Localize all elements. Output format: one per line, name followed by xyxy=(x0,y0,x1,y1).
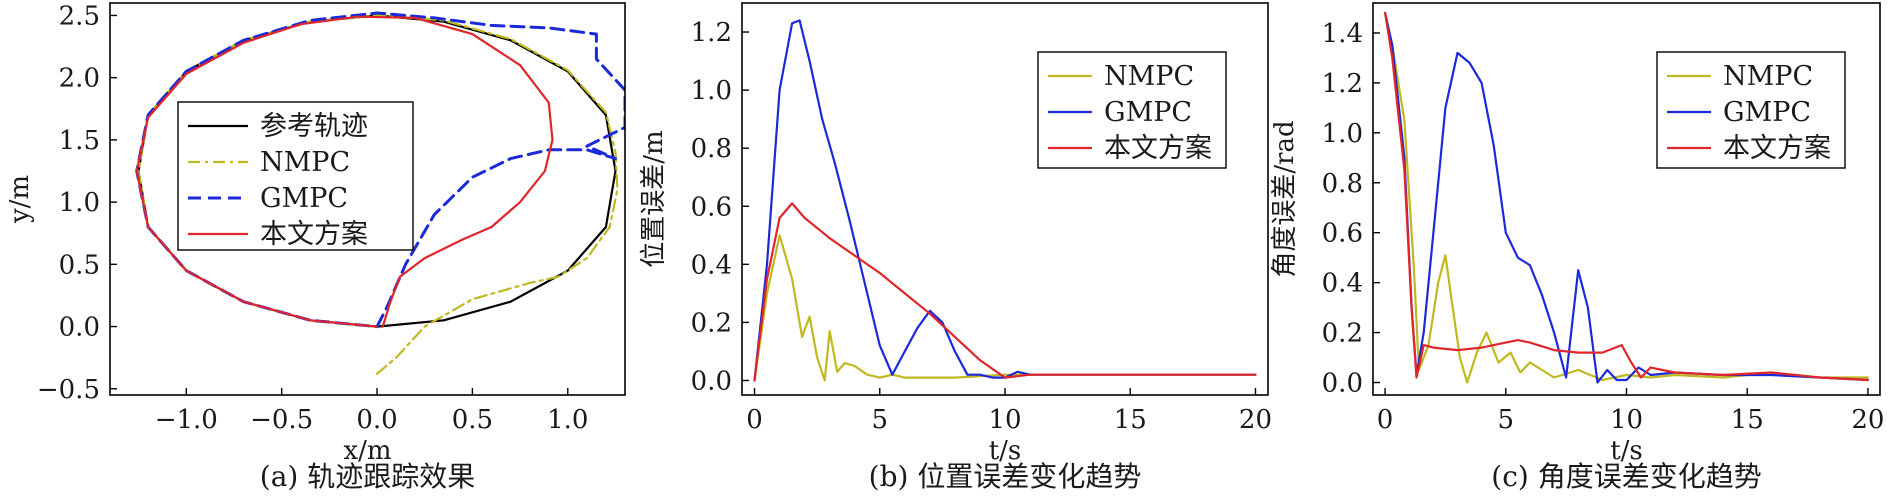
x-tick-label: 20 xyxy=(1239,405,1272,435)
legend-label-2: GMPC xyxy=(1104,97,1192,128)
panel-caption: (b) 位置误差变化趋势 xyxy=(869,460,1142,493)
y-tick-label: 1.5 xyxy=(59,126,100,156)
y-tick-label: −0.5 xyxy=(37,375,100,405)
y-axis-label: 角度误差/rad xyxy=(1270,120,1300,277)
x-tick-label: 0 xyxy=(746,405,763,435)
y-tick-label: 0.0 xyxy=(691,366,732,396)
legend-label-1: NMPC xyxy=(1723,61,1813,92)
y-tick-label: 2.0 xyxy=(59,64,100,94)
x-tick-label: 10 xyxy=(1610,405,1643,435)
panel-caption: (a) 轨迹跟踪效果 xyxy=(260,460,475,493)
y-tick-label: 0.0 xyxy=(1322,369,1363,399)
y-tick-label: 0.8 xyxy=(691,134,732,164)
y-tick-label: 0.2 xyxy=(1322,319,1363,349)
plot-area xyxy=(135,11,625,375)
chart-panel-1: −1.0 −0.5 0.0 0.5 1.0 −0.5 0.0 0.5 1.0 1.5 2.0 2.5 x… xyxy=(5,1,626,493)
series-line-2 xyxy=(1384,11,1869,384)
y-tick-label: 1.0 xyxy=(1322,119,1363,149)
chart-panel-2: 0 5 10 15 20 0.0 0.2 0.4 0.6 0.8 1.0 1.2 t/s 位置误差/m (b… xyxy=(639,2,1272,493)
legend: NMPC GMPC 本文方案 xyxy=(1656,51,1846,169)
x-tick-label: 0 xyxy=(1377,405,1394,435)
x-tick-label: 0.5 xyxy=(452,405,493,435)
legend-label-3: 本文方案 xyxy=(1723,133,1831,164)
x-tick-label: 20 xyxy=(1851,405,1884,435)
y-tick-label: 0.4 xyxy=(1322,269,1363,299)
legend-label-2: NMPC xyxy=(260,147,350,178)
y-tick-label: 0.8 xyxy=(1322,169,1363,199)
legend-label-1: 参考轨迹 xyxy=(260,111,368,142)
x-axis-label: t/s xyxy=(1610,436,1643,466)
y-axis-label: y/m xyxy=(5,175,35,224)
plot-area xyxy=(753,19,1257,382)
legend: NMPC GMPC 本文方案 xyxy=(1037,51,1227,169)
series-line-3 xyxy=(753,202,1257,382)
x-tick-label: 10 xyxy=(988,405,1021,435)
x-tick-label: −0.5 xyxy=(250,405,313,435)
y-tick-label: 1.4 xyxy=(1322,19,1363,49)
series-line-4 xyxy=(135,15,554,328)
legend-label-3: 本文方案 xyxy=(1104,133,1212,164)
chart-panel-3: 0 5 10 15 20 0.0 0.2 0.4 0.6 0.8 1.0 1.2 1.4 t/s 角度误差/… xyxy=(1270,2,1884,493)
x-tick-label: −1.0 xyxy=(155,405,218,435)
y-tick-label: 2.5 xyxy=(59,1,100,31)
y-tick-label: 0.6 xyxy=(691,192,732,222)
legend-label-4: 本文方案 xyxy=(260,219,368,250)
legend-label-1: NMPC xyxy=(1104,61,1194,92)
y-tick-label: 0.6 xyxy=(1322,219,1363,249)
plot-area xyxy=(1384,11,1869,384)
x-tick-label: 0.0 xyxy=(356,405,397,435)
y-tick-label: 1.2 xyxy=(1322,69,1363,99)
x-axis-label: t/s xyxy=(989,436,1022,466)
y-tick-label: 0.0 xyxy=(59,313,100,343)
x-tick-label: 5 xyxy=(1498,405,1515,435)
x-tick-label: 15 xyxy=(1114,405,1147,435)
series-line-1 xyxy=(1384,11,1869,384)
y-tick-label: 0.5 xyxy=(59,250,100,280)
panel-caption: (c) 角度误差变化趋势 xyxy=(1491,460,1761,493)
y-tick-label: 0.2 xyxy=(691,308,732,338)
y-tick-label: 1.0 xyxy=(59,188,100,218)
x-axis-label: x/m xyxy=(343,436,391,466)
legend-label-2: GMPC xyxy=(1723,97,1811,128)
series-line-1 xyxy=(753,234,1257,382)
series-line-3 xyxy=(1384,11,1869,382)
y-tick-label: 1.0 xyxy=(691,76,732,106)
y-axis-label: 位置误差/m xyxy=(639,130,669,267)
plot-frame xyxy=(109,2,626,396)
legend: 参考轨迹 NMPC GMPC 本文方案 xyxy=(177,101,414,251)
x-tick-label: 15 xyxy=(1731,405,1764,435)
legend-label-3: GMPC xyxy=(260,183,348,214)
x-tick-label: 5 xyxy=(871,405,888,435)
y-tick-label: 1.2 xyxy=(691,18,732,48)
y-tick-label: 0.4 xyxy=(691,250,732,280)
x-tick-label: 1.0 xyxy=(547,405,588,435)
